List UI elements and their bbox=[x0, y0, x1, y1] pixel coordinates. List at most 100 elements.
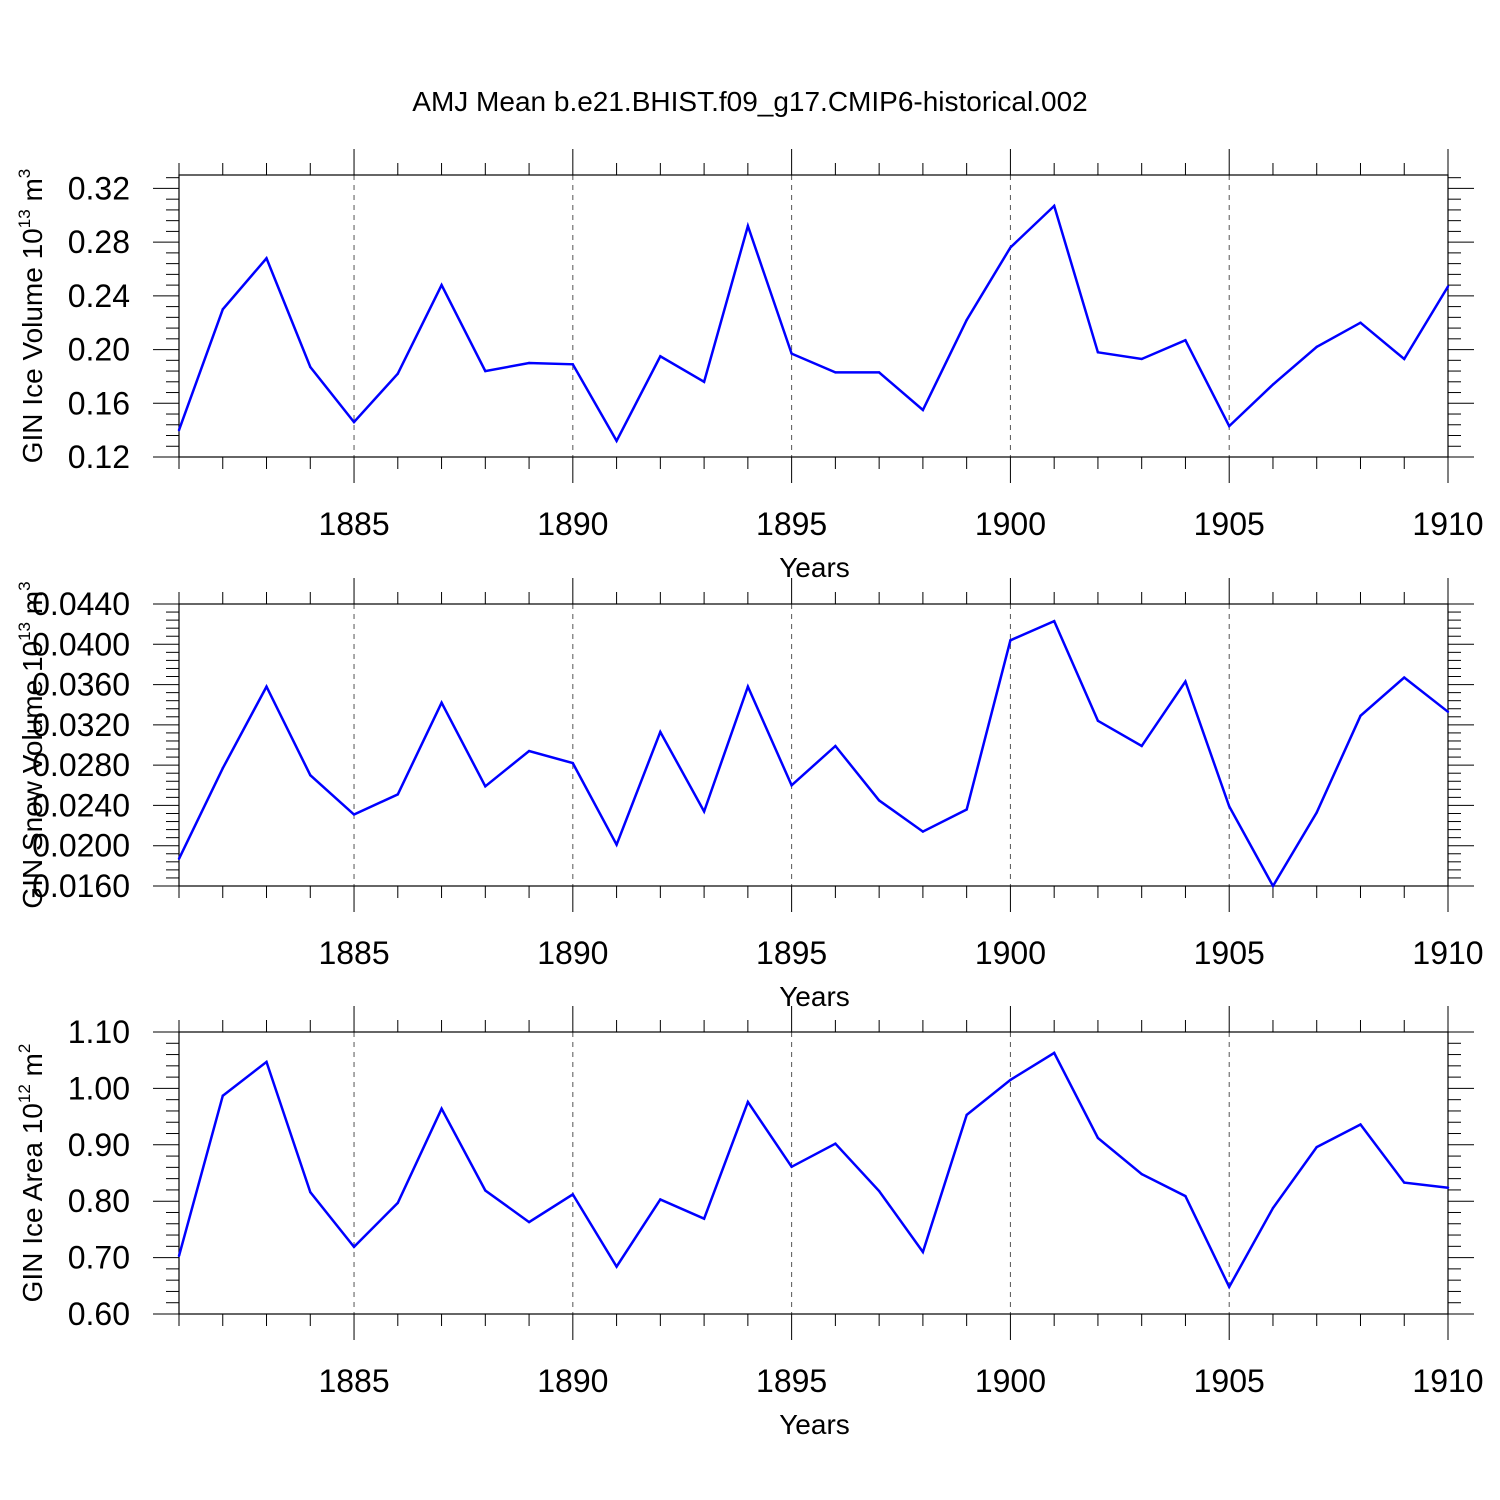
y-tick-label-0-4: 0.28 bbox=[68, 224, 130, 260]
data-point-2-1889 bbox=[527, 1220, 531, 1224]
y-tick-label-0-0: 0.12 bbox=[68, 439, 130, 475]
plot-frame-0 bbox=[178, 174, 1449, 458]
data-point-2-1886 bbox=[396, 1201, 399, 1205]
data-point-0-1890 bbox=[571, 363, 575, 366]
data-point-1-1901 bbox=[1052, 619, 1056, 623]
data-point-1-1894 bbox=[746, 685, 750, 688]
plot-frame-1 bbox=[178, 603, 1449, 887]
data-point-0-1901 bbox=[1052, 204, 1056, 208]
data-point-1-1899 bbox=[965, 808, 968, 811]
data-point-1-1892 bbox=[659, 730, 662, 734]
y-axis-label-1: GIN Snow Volume 1013 m3 bbox=[15, 581, 48, 908]
y-tick-label-1-0: 0.0160 bbox=[32, 868, 130, 904]
data-point-0-1883 bbox=[265, 257, 268, 260]
data-point-2-1905 bbox=[1228, 1285, 1231, 1289]
y-tick-label-2-5: 1.10 bbox=[68, 1014, 130, 1050]
data-point-0-1891 bbox=[615, 439, 618, 443]
x-axis-label-0: Years bbox=[779, 552, 850, 583]
x-tick-label-2-3: 1900 bbox=[975, 1363, 1046, 1399]
data-point-2-1883 bbox=[265, 1060, 268, 1064]
data-point-1-1897 bbox=[877, 799, 881, 802]
data-point-2-1888 bbox=[484, 1189, 487, 1192]
data-point-1-1889 bbox=[527, 749, 531, 753]
data-point-0-1906 bbox=[1271, 383, 1275, 386]
data-point-1-1886 bbox=[396, 793, 399, 796]
data-point-2-1891 bbox=[615, 1265, 618, 1268]
data-point-0-1884 bbox=[309, 365, 312, 369]
data-point-0-1910 bbox=[1446, 285, 1450, 288]
x-tick-label-1-2: 1895 bbox=[756, 935, 827, 971]
series-line-0-0 bbox=[177, 203, 1450, 444]
y-tick-label-1-7: 0.0440 bbox=[32, 586, 130, 622]
data-point-2-1906 bbox=[1271, 1206, 1275, 1210]
data-point-2-1882 bbox=[221, 1094, 224, 1097]
x-tick-label-0-3: 1900 bbox=[975, 506, 1046, 542]
data-point-0-1894 bbox=[746, 224, 750, 228]
data-point-1-1881 bbox=[177, 857, 181, 861]
data-point-2-1907 bbox=[1315, 1145, 1318, 1149]
data-point-0-1900 bbox=[1009, 246, 1012, 249]
y-axis-label-2: GIN Ice Area 1012 m2 bbox=[15, 1044, 48, 1303]
y-tick-label-0-2: 0.20 bbox=[68, 332, 130, 368]
data-point-0-1882 bbox=[221, 308, 224, 311]
data-point-2-1881 bbox=[177, 1254, 181, 1258]
data-point-0-1896 bbox=[834, 371, 837, 374]
data-point-0-1898 bbox=[921, 408, 925, 412]
data-point-0-1881 bbox=[177, 428, 181, 432]
panel-ice-volume: 0.12 0.16 0.20 0.24 0.28 0.32 1885 1890 1895 1900… bbox=[15, 149, 1484, 583]
x-tick-label-2-1: 1890 bbox=[537, 1363, 608, 1399]
x-tick-label-2-2: 1895 bbox=[756, 1363, 827, 1399]
y-tick-label-2-2: 0.80 bbox=[68, 1183, 130, 1219]
y-tick-label-1-5: 0.0360 bbox=[32, 667, 130, 703]
data-point-2-1901 bbox=[1052, 1051, 1056, 1055]
data-point-2-1885 bbox=[352, 1245, 356, 1249]
data-point-0-1897 bbox=[877, 371, 881, 374]
data-point-0-1904 bbox=[1184, 338, 1187, 342]
data-point-1-1898 bbox=[921, 830, 925, 833]
panel-snow-volume: 0.0160 0.0200 0.0240 0.0280 0.0320 0.0360 0.04… bbox=[15, 578, 1484, 1012]
y-tick-label-0-5: 0.32 bbox=[68, 170, 130, 206]
data-point-2-1909 bbox=[1403, 1181, 1406, 1184]
data-point-0-1886 bbox=[396, 372, 399, 375]
data-point-1-1895 bbox=[790, 784, 793, 787]
x-tick-label-0-2: 1895 bbox=[756, 506, 827, 542]
y-tick-label-0-3: 0.24 bbox=[68, 278, 130, 314]
x-tick-label-2-4: 1905 bbox=[1194, 1363, 1265, 1399]
x-tick-label-0-1: 1890 bbox=[537, 506, 608, 542]
x-tick-label-1-4: 1905 bbox=[1194, 935, 1265, 971]
plot-frame-2 bbox=[178, 1031, 1449, 1315]
data-point-1-1885 bbox=[352, 813, 356, 816]
series-line-1-0 bbox=[177, 619, 1449, 889]
data-point-1-1908 bbox=[1359, 714, 1362, 717]
data-point-1-1907 bbox=[1315, 811, 1318, 814]
data-point-0-1895 bbox=[790, 352, 793, 355]
x-tick-label-0-4: 1905 bbox=[1194, 506, 1265, 542]
data-point-1-1906 bbox=[1271, 884, 1275, 888]
data-point-2-1900 bbox=[1009, 1078, 1012, 1082]
data-point-1-1900 bbox=[1009, 639, 1012, 642]
data-point-2-1892 bbox=[659, 1198, 662, 1201]
y-tick-label-2-4: 1.00 bbox=[68, 1070, 130, 1106]
data-point-2-1903 bbox=[1140, 1172, 1143, 1176]
data-point-0-1889 bbox=[527, 361, 531, 365]
data-point-2-1910 bbox=[1446, 1186, 1450, 1189]
x-tick-label-1-3: 1900 bbox=[975, 935, 1046, 971]
y-tick-label-2-1: 0.70 bbox=[68, 1240, 130, 1276]
data-point-1-1893 bbox=[702, 810, 706, 813]
data-point-0-1908 bbox=[1359, 321, 1362, 324]
y-axis-label-0: GIN Ice Volume 1013 m3 bbox=[15, 169, 48, 464]
data-point-0-1899 bbox=[965, 318, 968, 322]
data-point-0-1888 bbox=[484, 369, 487, 373]
y-tick-label-1-3: 0.0280 bbox=[32, 747, 130, 783]
x-axis-label-1: Years bbox=[779, 981, 850, 1012]
chart-title: AMJ Mean b.e21.BHIST.f09_g17.CMIP6-histo… bbox=[412, 86, 1087, 117]
data-point-2-1897 bbox=[877, 1189, 881, 1193]
y-tick-label-1-2: 0.0240 bbox=[32, 787, 130, 823]
series-line-2-0 bbox=[177, 1051, 1449, 1290]
data-point-1-1888 bbox=[484, 785, 487, 788]
data-point-1-1910 bbox=[1446, 710, 1450, 713]
data-point-1-1909 bbox=[1403, 676, 1406, 679]
data-point-1-1887 bbox=[440, 701, 443, 704]
data-point-1-1891 bbox=[615, 843, 618, 846]
